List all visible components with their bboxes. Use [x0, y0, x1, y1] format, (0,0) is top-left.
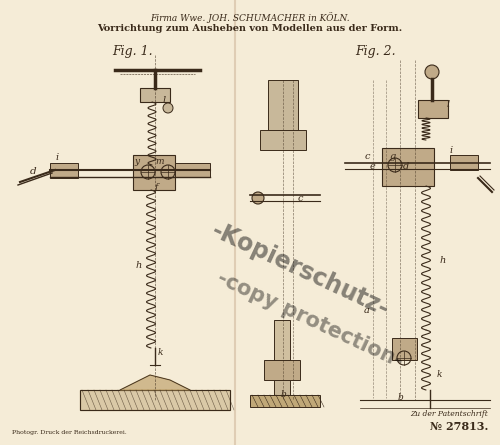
Text: c: c: [298, 194, 304, 202]
Text: № 27813.: № 27813.: [430, 421, 488, 432]
Circle shape: [163, 103, 173, 113]
Text: a: a: [364, 306, 370, 315]
Text: Firma Wwe. JOH. SCHUMACHER in KÖLN.: Firma Wwe. JOH. SCHUMACHER in KÖLN.: [150, 12, 350, 23]
Text: b: b: [280, 390, 286, 399]
Text: h: h: [136, 260, 142, 270]
Text: l: l: [163, 96, 166, 105]
Bar: [274, 380, 290, 400]
Text: Photogr. Druck der Reichsdruckerei.: Photogr. Druck der Reichsdruckerei.: [12, 430, 127, 435]
Text: f: f: [155, 183, 158, 192]
Text: k: k: [437, 370, 442, 379]
Text: d: d: [403, 162, 409, 171]
Text: Fig. 1.: Fig. 1.: [112, 45, 152, 58]
Bar: [268, 80, 298, 130]
Bar: [418, 100, 448, 118]
Polygon shape: [120, 375, 190, 390]
Bar: [392, 338, 417, 360]
Text: e: e: [369, 162, 375, 171]
Bar: [260, 130, 306, 150]
Text: i: i: [56, 153, 59, 162]
Bar: [264, 360, 300, 380]
Bar: [450, 155, 478, 170]
Text: l: l: [447, 100, 450, 109]
Bar: [175, 163, 210, 177]
Bar: [382, 148, 434, 186]
Text: Zu der Patentschrift: Zu der Patentschrift: [410, 410, 488, 418]
Text: -copy protection-: -copy protection-: [214, 268, 406, 372]
Text: Vorrichtung zum Ausheben von Modellen aus der Form.: Vorrichtung zum Ausheben von Modellen au…: [98, 24, 403, 33]
Bar: [250, 395, 320, 407]
Text: Fig. 2.: Fig. 2.: [355, 45, 396, 58]
Bar: [80, 390, 230, 410]
Text: -Kopierschutz-: -Kopierschutz-: [208, 218, 392, 322]
Circle shape: [252, 192, 264, 204]
Bar: [50, 163, 78, 178]
Bar: [140, 88, 170, 102]
Text: h: h: [440, 255, 446, 264]
Text: g: g: [390, 152, 396, 161]
Text: i: i: [450, 146, 453, 155]
Text: k: k: [158, 348, 164, 357]
Bar: [133, 155, 175, 190]
Text: y: y: [134, 157, 139, 166]
Text: c: c: [364, 152, 370, 161]
Circle shape: [425, 65, 439, 79]
Text: d: d: [30, 167, 36, 176]
Polygon shape: [80, 390, 230, 410]
Bar: [274, 320, 290, 375]
Text: b: b: [397, 393, 403, 402]
Text: m: m: [155, 157, 164, 166]
